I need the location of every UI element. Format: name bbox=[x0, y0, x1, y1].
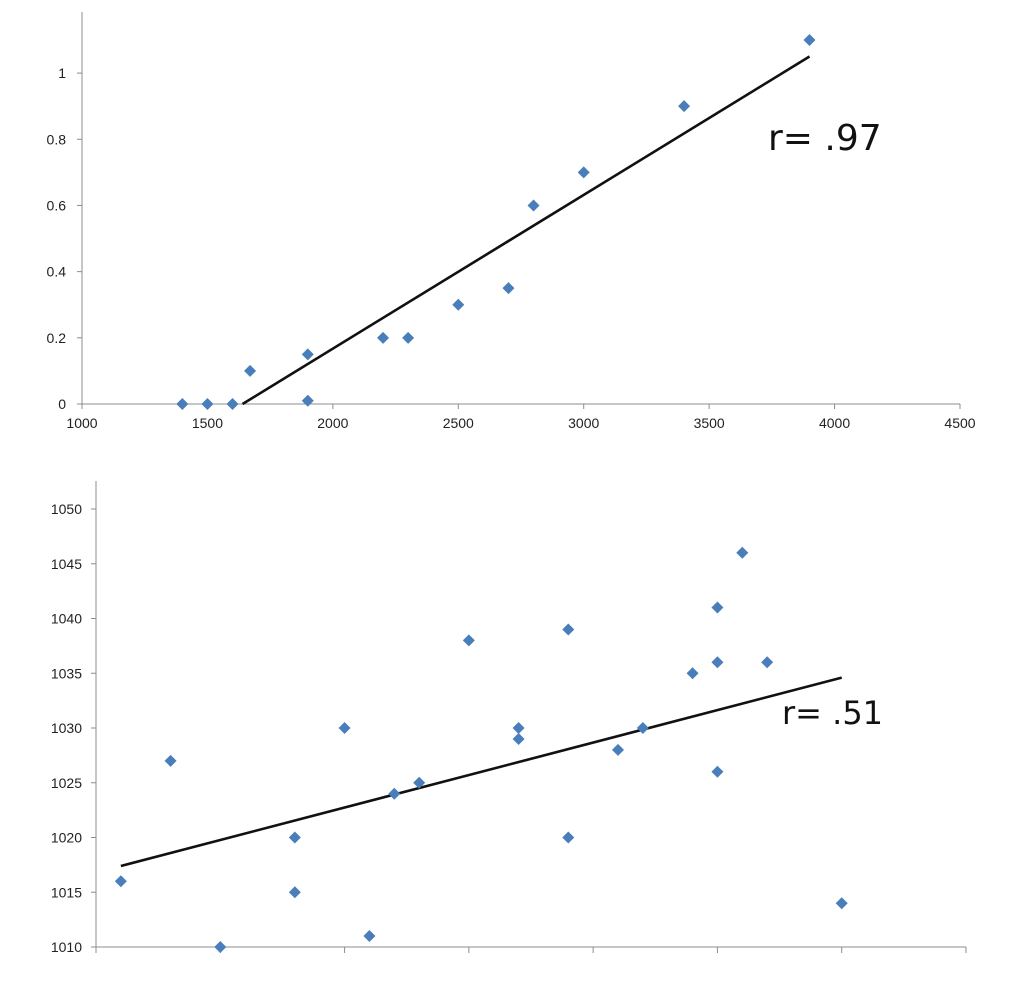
data-point bbox=[711, 765, 724, 778]
y-tick-label: 0.6 bbox=[47, 197, 67, 213]
y-tick-label: 1010 bbox=[51, 939, 82, 955]
x-tick-label: 4500 bbox=[944, 415, 975, 431]
data-point bbox=[413, 776, 426, 789]
trendline bbox=[120, 676, 843, 868]
x-tick-label: 2000 bbox=[317, 415, 348, 431]
x-tick-label: 4000 bbox=[819, 415, 850, 431]
correlation-label: r= .97 bbox=[768, 118, 882, 159]
x-tick-label: 1500 bbox=[192, 415, 223, 431]
data-point bbox=[711, 601, 724, 614]
data-point bbox=[114, 875, 127, 888]
y-tick-label: 1030 bbox=[51, 720, 82, 736]
data-point bbox=[244, 364, 257, 377]
data-point bbox=[512, 722, 525, 734]
data-point bbox=[562, 831, 575, 844]
data-point bbox=[678, 100, 691, 113]
data-point bbox=[562, 623, 575, 636]
data-point bbox=[363, 930, 376, 943]
data-point bbox=[288, 886, 301, 899]
data-point bbox=[301, 394, 314, 407]
y-tick-label: 0.4 bbox=[47, 264, 67, 280]
trendline bbox=[241, 55, 811, 406]
data-point bbox=[338, 722, 351, 734]
data-point bbox=[502, 282, 515, 295]
y-tick-label: 1040 bbox=[51, 611, 82, 627]
data-point bbox=[164, 754, 177, 767]
data-point bbox=[388, 787, 401, 800]
y-tick-label: 1035 bbox=[51, 665, 82, 681]
data-point bbox=[711, 656, 724, 669]
y-tick-label: 1020 bbox=[51, 830, 82, 846]
y-tick-label: 1045 bbox=[51, 556, 82, 572]
y-tick-label: 1015 bbox=[51, 884, 82, 900]
data-point bbox=[835, 897, 848, 910]
data-point bbox=[527, 199, 540, 212]
data-point bbox=[803, 34, 816, 46]
y-tick-label: 0.2 bbox=[47, 330, 67, 346]
data-point bbox=[301, 348, 314, 361]
data-point bbox=[636, 722, 649, 734]
data-point bbox=[226, 398, 239, 410]
data-point bbox=[402, 331, 415, 344]
chart-1: 0 0.2 0.4 0.6 0.8 1 1000 1500 2000 2500 3000 3500 40… bbox=[47, 12, 976, 431]
data-point bbox=[761, 656, 774, 669]
data-point bbox=[176, 398, 189, 410]
data-point bbox=[377, 331, 390, 344]
x-tick-label: 2500 bbox=[443, 415, 474, 431]
data-point bbox=[214, 941, 227, 953]
data-point bbox=[462, 634, 475, 647]
data-point bbox=[612, 743, 624, 756]
data-point bbox=[686, 667, 699, 680]
y-tick-label: 0.8 bbox=[47, 131, 67, 147]
y-tick-label: 1 bbox=[58, 65, 66, 81]
data-point bbox=[577, 166, 590, 179]
data-point bbox=[452, 298, 465, 311]
data-point bbox=[201, 398, 214, 410]
data-point bbox=[512, 732, 525, 745]
data-point bbox=[736, 546, 749, 559]
x-tick-label: 1000 bbox=[66, 415, 97, 431]
y-tick-label: 1025 bbox=[51, 775, 82, 791]
y-tick-label: 1050 bbox=[51, 501, 82, 517]
x-tick-label: 3500 bbox=[694, 415, 725, 431]
x-tick-label: 3000 bbox=[568, 415, 599, 431]
chart-2: 1010 1015 1020 1025 1030 1035 1040 1045 1050 r= .… bbox=[51, 481, 967, 955]
correlation-label: r= .51 bbox=[782, 694, 883, 732]
data-point bbox=[288, 831, 301, 844]
y-tick-label: 0 bbox=[58, 396, 66, 412]
